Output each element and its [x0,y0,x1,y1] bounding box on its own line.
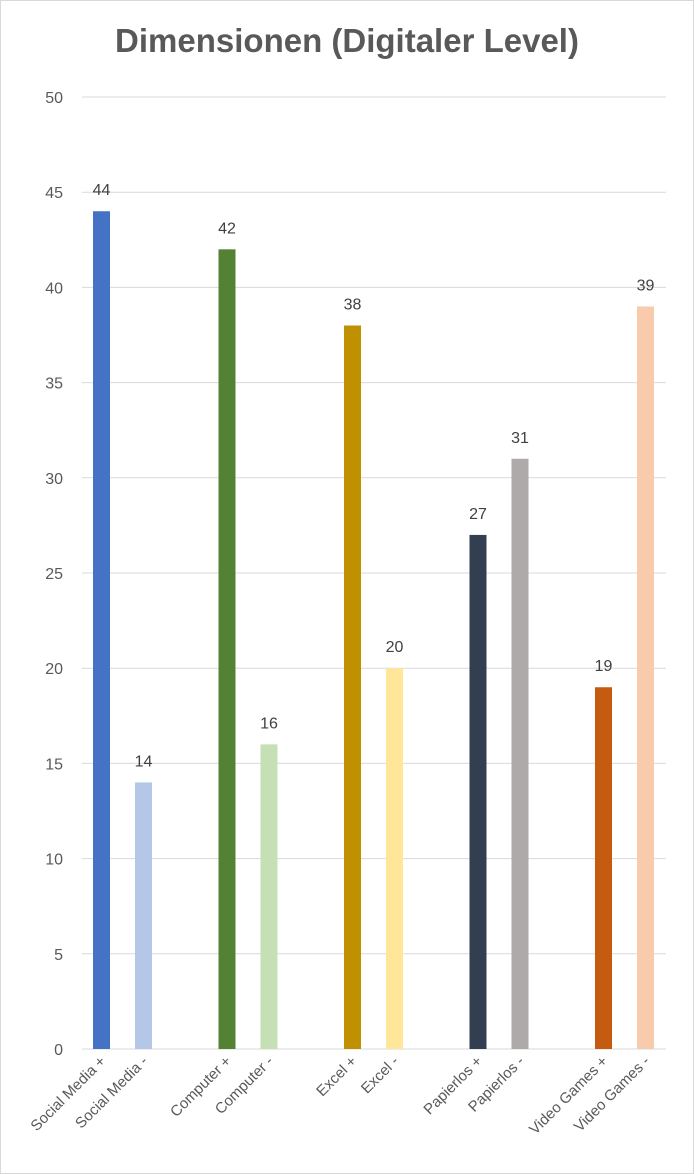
bar [595,687,612,1049]
y-tick-label: 15 [45,756,63,773]
data-label: 38 [344,296,362,313]
bar [386,668,403,1049]
y-tick-label: 10 [45,852,63,869]
data-label: 16 [260,715,278,732]
x-tick-label: Excel - [358,1053,402,1097]
bar [469,534,487,1049]
x-tick-label: Video Games - [571,1053,654,1136]
bars [93,211,654,1050]
data-label: 14 [135,753,153,770]
data-label: 44 [93,182,111,199]
x-tick-label: Social Media - [72,1053,151,1132]
y-axis-ticks: 0 5 10 15 20 25 30 35 40 45 50 [45,90,63,1059]
data-label: 42 [218,220,236,237]
data-label: 39 [637,277,655,294]
data-label: 27 [469,506,487,523]
data-labels: 44 14 42 16 38 20 27 31 19 39 [93,182,655,770]
y-tick-label: 20 [45,661,63,678]
category-labels: Social Media +Social Media - Computer +Co… [27,1053,653,1138]
bar [637,306,654,1049]
y-tick-label: 35 [45,376,63,393]
y-tick-label: 25 [45,566,63,583]
y-tick-label: 40 [45,280,63,297]
y-tick-label: 45 [45,185,63,202]
bar [218,249,236,1049]
chart-title: Dimensionen (Digitaler Level) [115,22,579,59]
bar [93,211,110,1050]
bar [511,458,529,1049]
y-tick-label: 5 [54,947,63,964]
bar [260,744,278,1049]
x-tick-label: Excel + [313,1053,360,1100]
y-tick-label: 50 [45,90,63,107]
y-tick-label: 0 [54,1042,63,1059]
bar [135,782,152,1049]
data-label: 20 [386,639,404,656]
y-tick-label: 30 [45,471,63,488]
gridlines [82,96,666,1050]
data-label: 19 [595,658,613,675]
bar [344,325,361,1050]
data-label: 31 [511,430,529,447]
